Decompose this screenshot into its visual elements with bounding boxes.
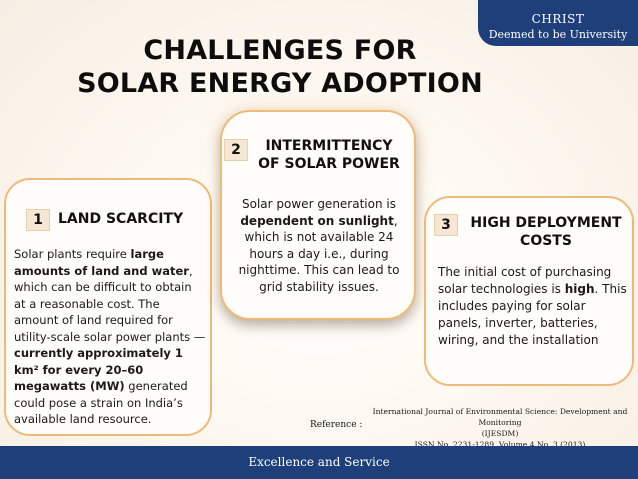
slide-title: CHALLENGES FOR SOLAR ENERGY ADOPTION xyxy=(60,34,500,100)
card-body-text: Solar power generation is dependent on s… xyxy=(228,196,410,295)
body-text-run: , which is not available 24 hours a day … xyxy=(238,213,400,294)
card-number-badge: 1 xyxy=(26,209,50,231)
footer-bar: Excellence and Service xyxy=(0,446,638,479)
card-land-scarcity: 1 LAND SCARCITY Solar plants require lar… xyxy=(4,178,212,436)
body-text-run: Solar power generation is xyxy=(242,197,396,211)
card-body-text: The initial cost of purchasing solar tec… xyxy=(438,264,628,349)
title-line-1: CHALLENGES FOR xyxy=(143,35,417,66)
card-heading: INTERMITTENCY OF SOLAR POWER xyxy=(258,138,400,172)
card-number-badge: 3 xyxy=(434,214,458,236)
card-heading: LAND SCARCITY xyxy=(58,211,184,227)
emphasis-text: dependent on sunlight xyxy=(240,213,394,228)
brand-tagline: Deemed to be University xyxy=(488,28,628,41)
reference-abbrev: (IJESDM) xyxy=(481,429,519,438)
card-body-text: Solar plants require large amounts of la… xyxy=(14,246,206,428)
card-intermittency: 2 INTERMITTENCY OF SOLAR POWER Solar pow… xyxy=(220,110,416,320)
card-heading: HIGH DEPLOYMENT COSTS xyxy=(470,215,622,249)
body-text-run: The initial cost of purchasing solar tec… xyxy=(438,265,612,296)
brand-name: CHRIST xyxy=(531,12,585,26)
reference-label: Reference : xyxy=(310,420,363,430)
reference-issn: ISSN No. 2231-1289, Volume 4 No. 3 (2013… xyxy=(414,440,586,449)
body-text-run: , which can be difficult to obtain at a … xyxy=(14,263,206,344)
card-deployment-costs: 3 HIGH DEPLOYMENT COSTS The initial cost… xyxy=(424,196,634,386)
body-text-run: Solar plants require xyxy=(14,247,131,261)
reference-citation: International Journal of Environmental S… xyxy=(366,406,634,450)
card-number-badge: 2 xyxy=(224,139,248,161)
brand-tab: CHRIST Deemed to be University xyxy=(478,0,638,46)
reference-journal: International Journal of Environmental S… xyxy=(372,407,628,427)
emphasis-text: large amounts of land and water xyxy=(14,247,189,278)
footer-text: Excellence and Service xyxy=(248,455,390,469)
body-text-run: . This includes paying for solar panels,… xyxy=(438,282,627,347)
emphasis-text: currently approximately 1 km² for every … xyxy=(14,346,183,393)
title-line-2: SOLAR ENERGY ADOPTION xyxy=(77,68,483,99)
emphasis-text: high xyxy=(564,282,595,296)
body-text-run: generated could pose a strain on India’s… xyxy=(14,379,188,426)
